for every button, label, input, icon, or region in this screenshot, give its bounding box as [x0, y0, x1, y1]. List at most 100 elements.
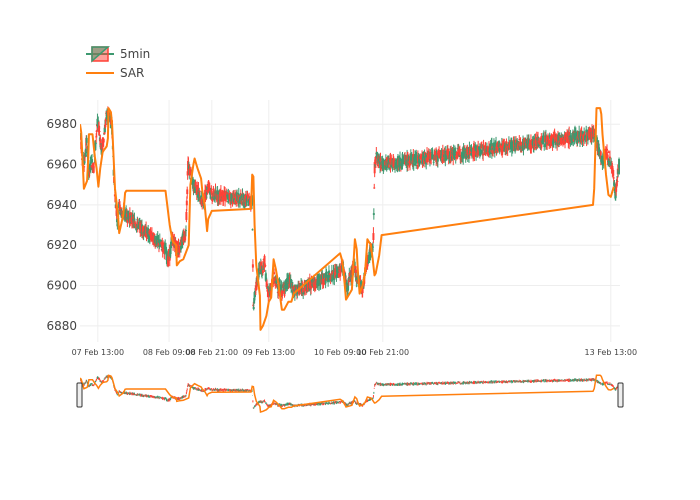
- candle-body: [482, 153, 485, 156]
- candle-body: [390, 164, 393, 168]
- candle-body: [280, 285, 283, 288]
- candle-body: [252, 307, 255, 310]
- candle-body: [322, 274, 325, 279]
- candle-body: [265, 277, 268, 282]
- candle-body: [615, 188, 618, 192]
- candle-body: [148, 230, 151, 235]
- candle-body: [147, 229, 150, 233]
- candle-body: [135, 225, 138, 229]
- candle-body: [93, 162, 96, 164]
- candle-body: [308, 278, 311, 289]
- candle-body: [513, 139, 516, 145]
- candle-body: [272, 280, 275, 283]
- candle-body: [546, 138, 549, 140]
- candle-body: [197, 187, 200, 191]
- candle-body: [361, 289, 364, 294]
- candle-body: [323, 273, 326, 275]
- candle-body: [189, 169, 192, 171]
- candle-body: [186, 189, 189, 195]
- candle-body: [172, 236, 175, 238]
- candle-body: [242, 201, 245, 206]
- range-slider-bg: [80, 372, 620, 416]
- candle-body: [165, 250, 168, 260]
- y-axis: 6880 6900 6920 6940 6960 6980: [46, 117, 77, 333]
- candle-body: [425, 157, 428, 163]
- candle-body: [191, 178, 194, 185]
- candle-body: [396, 167, 399, 169]
- candle-body: [116, 223, 119, 227]
- candle-body: [325, 271, 328, 273]
- candle-body: [374, 164, 377, 166]
- range-slider-handle-left[interactable]: [76, 382, 83, 408]
- candle-body: [101, 141, 104, 150]
- candle-body: [325, 272, 328, 280]
- candle-body: [134, 224, 137, 226]
- candle-body: [438, 154, 441, 157]
- candle-body: [84, 148, 87, 154]
- candle-body: [415, 155, 418, 159]
- candle-body: [618, 158, 620, 168]
- candle-body: [102, 138, 105, 143]
- range-slider-preview: [80, 374, 620, 413]
- legend-label-5min: 5min: [120, 47, 150, 61]
- legend[interactable]: 5min SAR: [86, 46, 150, 80]
- candle-body: [99, 138, 102, 145]
- candle-body: [599, 151, 602, 160]
- y-tick-label: 6940: [46, 198, 77, 212]
- x-tick-label: 07 Feb 13:00: [72, 348, 124, 357]
- candle-body: [588, 130, 591, 132]
- candle-body: [183, 241, 186, 243]
- candle-body: [612, 177, 615, 179]
- candle-body: [372, 246, 375, 248]
- candle-body: [498, 141, 501, 152]
- candle-body: [562, 136, 565, 145]
- candle-body: [226, 200, 229, 202]
- candle-body: [466, 146, 469, 154]
- candle-body: [613, 184, 616, 187]
- candle-body: [276, 284, 279, 287]
- range-slider-handle-right[interactable]: [617, 382, 624, 408]
- candle-body: [366, 257, 369, 264]
- candle-body: [360, 281, 363, 289]
- candle-body: [464, 148, 467, 155]
- candle-body: [205, 193, 208, 195]
- candle-body: [492, 149, 495, 154]
- range-slider[interactable]: [76, 372, 624, 416]
- candle-body: [347, 280, 350, 282]
- candle-body: [98, 130, 101, 132]
- candle-body: [314, 280, 317, 286]
- candle-body: [254, 285, 257, 291]
- candle-body: [198, 190, 201, 192]
- legend-item-5min[interactable]: 5min: [86, 46, 150, 63]
- candle-body: [609, 164, 612, 166]
- candle-body: [467, 152, 470, 156]
- candle-body: [274, 282, 277, 287]
- candle-body: [585, 137, 588, 141]
- candle-body: [605, 148, 608, 151]
- candle-body: [118, 201, 121, 204]
- candle-body: [241, 201, 244, 205]
- candle-body: [314, 287, 317, 289]
- candle-body: [394, 163, 397, 168]
- candle-body: [423, 159, 426, 164]
- candle-body: [178, 246, 181, 253]
- candlestick-series: [80, 106, 620, 311]
- candle-body: [354, 269, 357, 273]
- candle-body: [262, 268, 265, 270]
- candle-body: [379, 159, 382, 169]
- legend-item-sar[interactable]: SAR: [86, 66, 144, 80]
- x-tick-label: 08 Feb 09:00: [143, 348, 195, 357]
- y-tick-label: 6900: [46, 279, 77, 293]
- candle-body: [498, 148, 501, 150]
- candle-body: [432, 161, 435, 163]
- candle-body: [550, 135, 553, 137]
- candle-body: [560, 134, 563, 138]
- candle-body: [418, 159, 421, 163]
- candle-body: [208, 188, 211, 190]
- candle-body: [92, 166, 95, 173]
- candle-body: [246, 194, 249, 198]
- candle-body: [480, 147, 483, 149]
- candle-body: [158, 245, 161, 248]
- candle-body: [83, 166, 86, 168]
- candle-body: [143, 229, 146, 231]
